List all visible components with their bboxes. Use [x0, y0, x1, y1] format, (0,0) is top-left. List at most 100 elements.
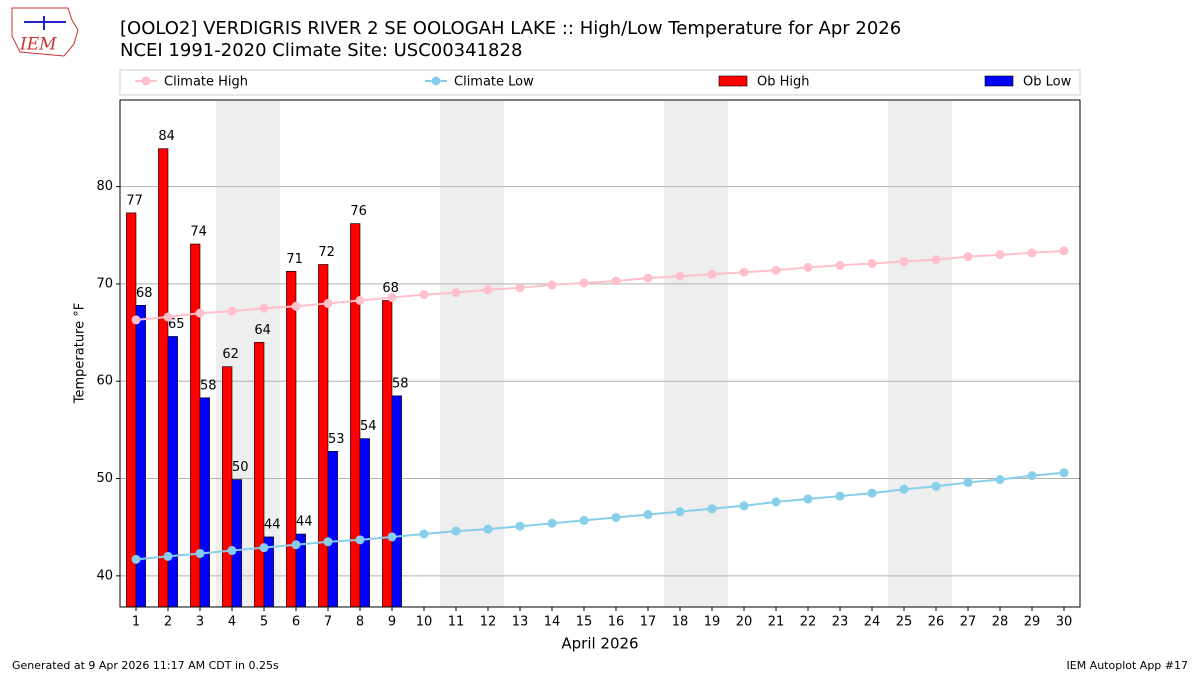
x-tick-label: 18 [672, 615, 689, 630]
bar [382, 300, 393, 608]
footer-left: Generated at 9 Apr 2026 11:17 AM CDT in … [12, 659, 279, 672]
climate-point [419, 290, 429, 300]
x-tick-label: 22 [800, 615, 817, 630]
climate-point [195, 308, 205, 318]
bar [286, 270, 297, 608]
climate-point [323, 298, 333, 308]
x-tick-label: 1 [132, 615, 140, 630]
climate-point [483, 524, 493, 534]
climate-point [643, 273, 653, 283]
x-tick-label: 30 [1056, 615, 1073, 630]
x-tick-label: 27 [960, 615, 977, 630]
climate-point [739, 501, 749, 511]
legend-swatch [718, 75, 748, 87]
bar [126, 212, 137, 608]
climate-line [135, 249, 1065, 321]
y-tick-label: 50 [96, 471, 113, 486]
data-label: 62 [222, 347, 239, 362]
climate-point [483, 285, 493, 295]
x-tick-label: 2 [164, 615, 172, 630]
climate-point [867, 258, 877, 268]
climate-point [451, 288, 461, 298]
x-tick-label: 6 [292, 615, 300, 630]
legend-label: Ob High [757, 75, 810, 90]
bar [199, 397, 210, 608]
climate-point [291, 540, 301, 550]
legend [119, 69, 1081, 96]
legend-label: Climate Low [454, 75, 534, 90]
climate-point [387, 532, 397, 542]
bar [359, 438, 370, 608]
data-label: 65 [168, 317, 185, 332]
y-tick-label: 70 [96, 276, 113, 291]
climate-point [163, 312, 173, 322]
chart-title: [OOLO2] VERDIGRIS RIVER 2 SE OOLOGAH LAK… [120, 18, 901, 39]
climate-point [707, 504, 717, 514]
climate-point [323, 537, 333, 547]
climate-point [579, 278, 589, 288]
climate-point [611, 512, 621, 522]
climate-point [227, 546, 237, 556]
climate-point [803, 262, 813, 272]
data-label: 74 [190, 225, 207, 240]
legend-marker [141, 76, 151, 86]
climate-point [259, 543, 269, 553]
bar [222, 366, 233, 608]
data-label: 54 [360, 419, 377, 434]
legend-label: Ob Low [1023, 75, 1072, 90]
climate-point [227, 306, 237, 316]
climate-point [707, 269, 717, 279]
climate-point [1059, 246, 1069, 256]
climate-point [131, 554, 141, 564]
legend-swatch [984, 75, 1014, 87]
x-tick-label: 16 [608, 615, 625, 630]
data-label: 76 [350, 204, 367, 219]
x-tick-label: 5 [260, 615, 268, 630]
x-tick-label: 9 [388, 615, 396, 630]
climate-point [259, 303, 269, 313]
x-tick-label: 21 [768, 615, 785, 630]
x-tick-label: 28 [992, 615, 1009, 630]
bar [254, 342, 265, 608]
x-tick-label: 29 [1024, 615, 1041, 630]
x-tick-label: 4 [228, 615, 236, 630]
climate-point [1059, 468, 1069, 478]
data-label: 84 [158, 129, 175, 144]
x-tick-label: 17 [640, 615, 657, 630]
climate-point [419, 529, 429, 539]
climate-point [547, 518, 557, 528]
climate-point [675, 271, 685, 281]
x-tick-label: 23 [832, 615, 849, 630]
bar [350, 223, 361, 608]
climate-point [355, 535, 365, 545]
x-tick-label: 25 [896, 615, 913, 630]
data-label: 58 [392, 376, 409, 391]
climate-point [771, 265, 781, 275]
x-tick-label: 19 [704, 615, 721, 630]
climate-point [195, 548, 205, 558]
climate-point [995, 250, 1005, 260]
data-label: 68 [136, 286, 153, 301]
x-tick-label: 7 [324, 615, 332, 630]
x-tick-label: 20 [736, 615, 753, 630]
climate-point [867, 488, 877, 498]
climate-point [515, 521, 525, 531]
data-label: 44 [296, 515, 313, 530]
legend-label: Climate High [164, 75, 248, 90]
climate-point [963, 477, 973, 487]
data-label: 64 [254, 323, 271, 338]
climate-point [995, 475, 1005, 485]
climate-point [931, 481, 941, 491]
climate-point [771, 497, 781, 507]
x-axis-label: April 2026 [561, 635, 638, 653]
x-tick-label: 3 [196, 615, 204, 630]
data-label: 58 [200, 378, 217, 393]
climate-point [1027, 248, 1037, 258]
x-tick-label: 12 [480, 615, 497, 630]
climate-point [643, 510, 653, 520]
legend-marker [431, 76, 441, 86]
climate-point [579, 515, 589, 525]
bar [391, 395, 402, 608]
climate-point [163, 551, 173, 561]
